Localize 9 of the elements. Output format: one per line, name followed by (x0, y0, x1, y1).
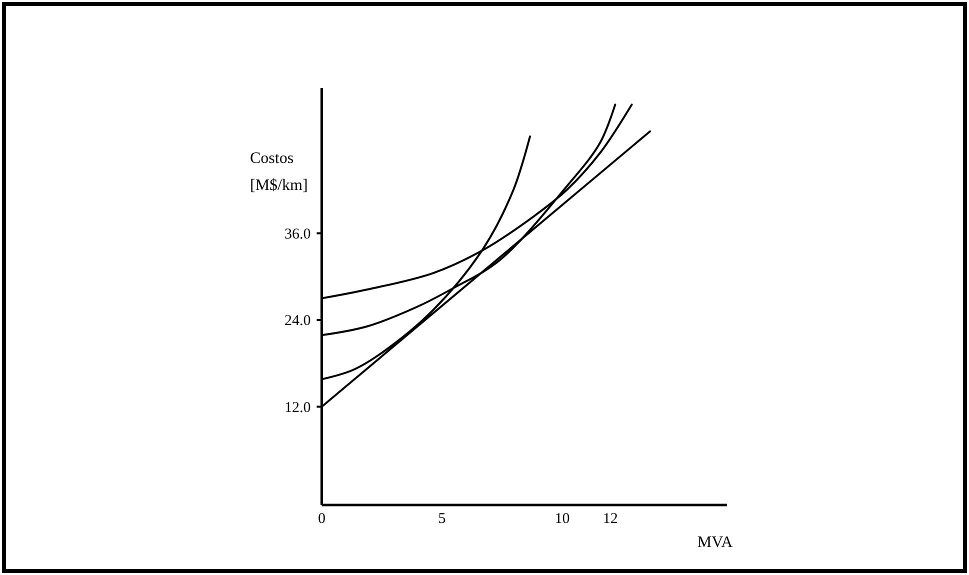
y-axis-title: Costos [M$/km] (250, 150, 308, 194)
x-tick-label: 12 (602, 511, 618, 527)
y-tick-label: 36.0 (284, 226, 311, 243)
y-tick-label: 12.0 (284, 400, 311, 416)
x-tick-label: 0 (318, 511, 326, 527)
x-tick-label: 5 (438, 511, 446, 527)
y-tick-label: 24.0 (284, 313, 311, 330)
x-axis-title: MVA (697, 534, 734, 551)
x-tick-label: 10 (554, 511, 570, 527)
